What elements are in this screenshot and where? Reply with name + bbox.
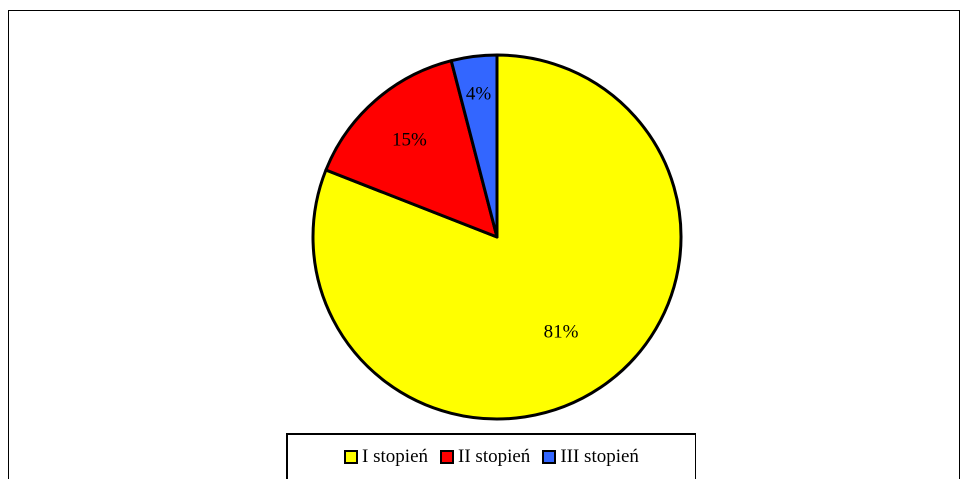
legend-item-iii-stopien: III stopień	[542, 446, 639, 468]
slice-label-i-stopien: 81%	[544, 321, 579, 342]
legend-label-ii-stopien: II stopień	[458, 446, 531, 467]
legend-label-i-stopien: I stopień	[362, 446, 429, 467]
slice-label-iii-stopien: 4%	[466, 84, 492, 105]
legend-item-i-stopien: I stopień	[344, 446, 428, 468]
legend-label-iii-stopien: III stopień	[560, 446, 639, 467]
slice-label-ii-stopien: 15%	[392, 130, 427, 151]
chart-legend: I stopień II stopień III stopień	[286, 433, 696, 479]
pie-slice-i-stopien	[311, 53, 683, 421]
pie-slice-ii-stopien	[324, 59, 499, 239]
legend-swatch-ii-stopien	[440, 450, 455, 464]
chart-frame	[8, 10, 960, 479]
legend-swatch-iii-stopien	[542, 450, 557, 464]
legend-swatch-i-stopien	[344, 450, 359, 464]
pie-slice-iii-stopien	[449, 53, 499, 239]
legend-item-ii-stopien: II stopień	[440, 446, 530, 468]
